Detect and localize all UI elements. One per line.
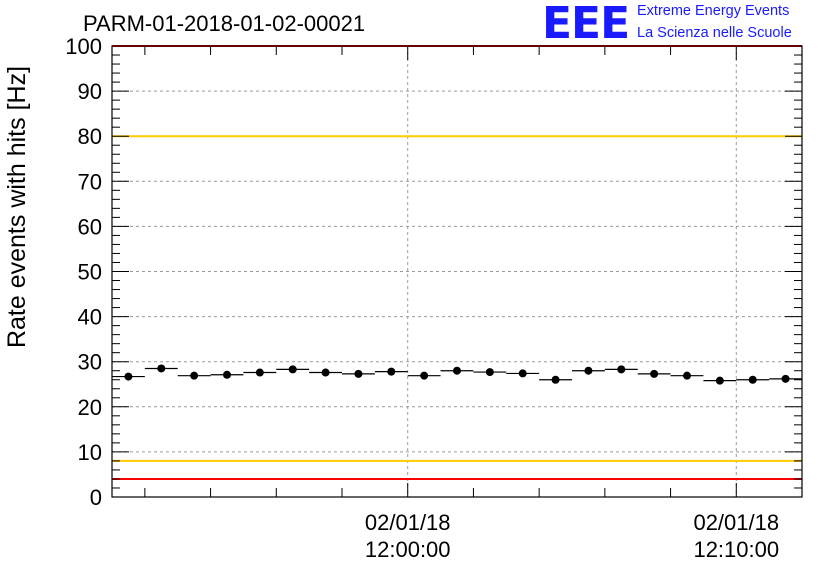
y-tick-label: 30 bbox=[78, 350, 102, 375]
data-point bbox=[748, 375, 757, 384]
y-axis-label: Rate events with hits [Hz] bbox=[3, 65, 31, 349]
data-point bbox=[387, 367, 396, 376]
data-point bbox=[157, 364, 166, 373]
run-title: PARM-01-2018-01-02-00021 bbox=[83, 11, 366, 36]
threshold-lines bbox=[112, 45, 802, 480]
data-point bbox=[485, 368, 494, 377]
data-point bbox=[420, 371, 429, 380]
data-point bbox=[683, 371, 691, 380]
y-tick-label: 90 bbox=[78, 79, 102, 104]
x-tick-label-time: 12:00:00 bbox=[365, 537, 451, 562]
data-point bbox=[650, 369, 659, 378]
data-point bbox=[354, 369, 363, 378]
y-tick-label: 80 bbox=[78, 124, 102, 149]
y-tick-label: 100 bbox=[65, 34, 102, 59]
axis-ticks bbox=[112, 45, 803, 498]
y-tick-label: 20 bbox=[78, 395, 102, 420]
y-tick-labels: 0 10 20 30 40 50 60 70 80 90 100 bbox=[65, 34, 102, 510]
y-tick-label: 60 bbox=[78, 214, 102, 239]
y-tick-label: 70 bbox=[78, 169, 102, 194]
logo-caption-line2: La Scienza nelle Scuole bbox=[637, 25, 792, 41]
grid-lines bbox=[112, 46, 802, 497]
data-point bbox=[551, 375, 560, 384]
y-tick-label: 40 bbox=[78, 305, 102, 330]
eee-logo: EEE bbox=[542, 0, 630, 49]
x-tick-label-date: 02/01/18 bbox=[365, 510, 451, 535]
data-point bbox=[584, 366, 593, 375]
data-point bbox=[617, 365, 626, 374]
data-point bbox=[255, 368, 264, 377]
x-tick-label-date: 02/01/18 bbox=[693, 510, 779, 535]
y-tick-label: 10 bbox=[78, 440, 102, 465]
y-tick-label: 0 bbox=[90, 485, 102, 510]
data-point bbox=[124, 372, 133, 381]
data-point bbox=[321, 368, 330, 377]
data-point bbox=[190, 371, 199, 380]
data-point bbox=[288, 365, 297, 374]
data-point bbox=[781, 374, 790, 383]
data-series bbox=[112, 364, 802, 385]
x-tick-label-time: 12:10:00 bbox=[693, 537, 779, 562]
logo-caption-line1: Extreme Energy Events bbox=[637, 3, 790, 19]
data-point bbox=[223, 370, 231, 379]
data-point bbox=[453, 366, 461, 375]
data-point bbox=[715, 376, 724, 385]
y-tick-label: 50 bbox=[78, 260, 102, 285]
data-point bbox=[518, 369, 527, 378]
